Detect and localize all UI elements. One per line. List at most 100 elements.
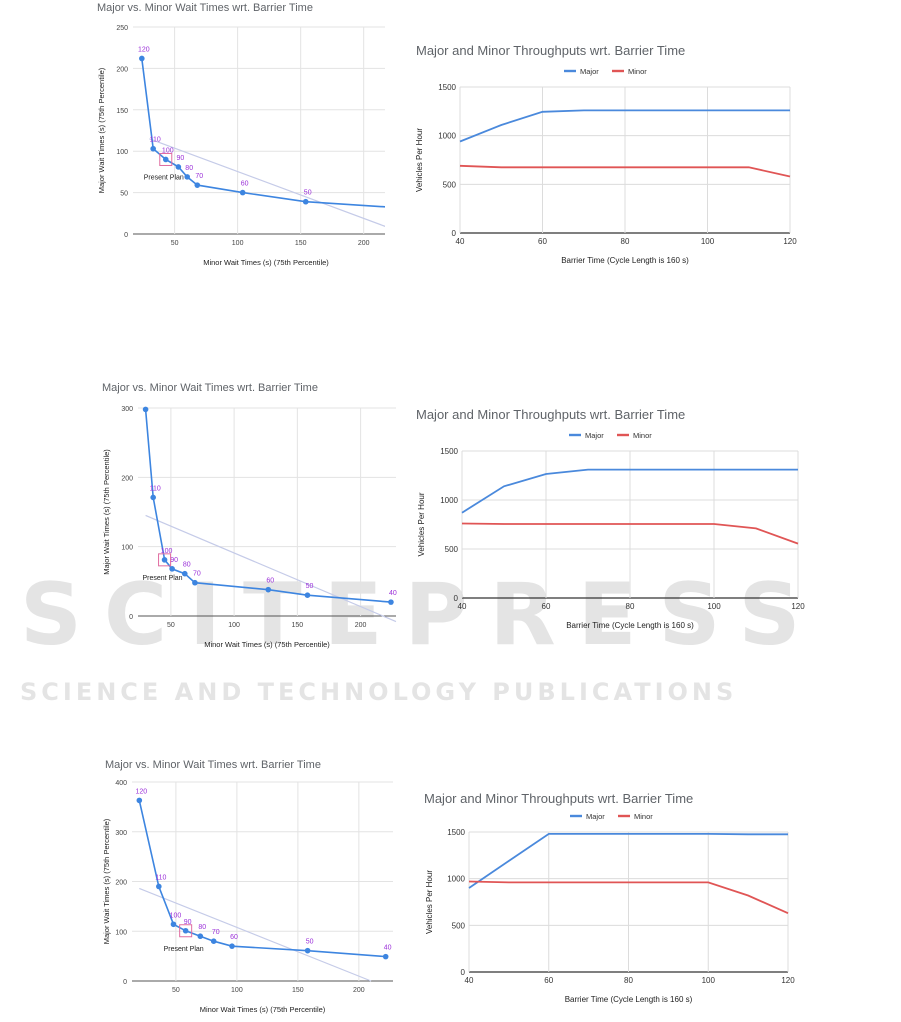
y-tick-label: 200 [121, 475, 133, 482]
chart-title: Major vs. Minor Wait Times wrt. Barrier … [97, 2, 313, 14]
series-line-major [468, 833, 788, 889]
data-label: 110 [155, 874, 166, 881]
y-tick-label: 50 [120, 191, 128, 198]
data-label: 70 [193, 571, 201, 578]
y-tick-label: 250 [116, 25, 128, 32]
present-plan-marker [158, 553, 172, 567]
trendline [145, 514, 397, 623]
x-tick-label: 200 [355, 622, 367, 629]
x-tick-label: 100 [702, 976, 716, 985]
line-chart-2: Major and Minor Throughputs wrt. Barrier… [412, 404, 812, 644]
y-tick-label: 0 [124, 232, 128, 239]
chart-title: Major vs. Minor Wait Times wrt. Barrier … [105, 759, 321, 771]
y-axis-title: Vehicles Per Hour [417, 492, 426, 556]
x-tick-label: 120 [781, 976, 795, 985]
x-axis-title: Barrier Time (Cycle Length is 160 s) [565, 995, 693, 1004]
data-point [194, 182, 201, 188]
data-label: 40 [384, 945, 392, 952]
data-point [388, 599, 394, 605]
y-tick-label: 1500 [447, 828, 465, 837]
series-line-major [459, 109, 790, 143]
chart-title: Major and Minor Throughputs wrt. Barrier… [424, 791, 694, 806]
x-tick-label: 60 [538, 237, 547, 246]
series-line-major [461, 468, 798, 514]
data-label: 90 [170, 557, 178, 564]
y-axis-title: Major Wait Times (s) (75th Percentile) [102, 449, 111, 575]
y-axis-title: Vehicles Per Hour [415, 128, 424, 192]
data-label: 60 [241, 181, 249, 188]
y-tick-label: 0 [452, 229, 457, 238]
data-point [150, 145, 156, 152]
y-tick-label: 1000 [438, 132, 456, 141]
chart-title: Major and Minor Throughputs wrt. Barrier… [416, 407, 686, 422]
data-point [170, 921, 177, 928]
y-tick-label: 500 [452, 921, 466, 930]
x-tick-label: 150 [292, 987, 304, 994]
x-tick-label: 200 [353, 987, 365, 994]
watermark-main: SCITEPRESS [20, 565, 823, 665]
trendline [139, 887, 372, 982]
chart-title: Major and Minor Throughputs wrt. Barrier… [416, 43, 686, 58]
data-point [181, 570, 188, 577]
chart-title: Major vs. Minor Wait Times wrt. Barrier … [102, 382, 318, 394]
data-label: 120 [135, 788, 147, 795]
legend-label: Major [586, 812, 605, 821]
y-tick-label: 100 [121, 545, 133, 552]
series-line-minor [468, 880, 789, 915]
x-tick-label: 50 [171, 240, 179, 247]
x-axis-title: Barrier Time (Cycle Length is 160 s) [561, 256, 689, 265]
x-tick-label: 50 [172, 987, 180, 994]
data-point [302, 198, 309, 205]
data-label: 80 [185, 165, 193, 172]
y-tick-label: 0 [454, 594, 459, 603]
line-chart-3: Major and Minor Throughputs wrt. Barrier… [420, 788, 800, 1017]
data-point [161, 557, 168, 563]
data-label: 70 [212, 929, 220, 936]
y-tick-label: 0 [129, 614, 133, 621]
legend-label: Minor [628, 67, 647, 76]
data-label: 80 [183, 562, 191, 569]
x-tick-label: 100 [231, 987, 243, 994]
data-point [175, 164, 182, 170]
data-label: 40 [389, 590, 397, 597]
trendline [149, 138, 400, 233]
line-plot-1: 0 500 1000 1500 40 60 80 100 120 Major Minor Barrie… [415, 67, 797, 265]
x-axis-title: Barrier Time (Cycle Length is 160 s) [566, 621, 694, 630]
x-tick-label: 120 [783, 237, 797, 246]
data-label: 50 [306, 939, 314, 946]
y-tick-label: 1500 [440, 447, 458, 456]
x-tick-label: 100 [228, 622, 240, 629]
data-point [184, 174, 191, 180]
data-label: 80 [198, 924, 206, 931]
data-label: 60 [266, 578, 274, 585]
data-point [156, 883, 162, 890]
x-axis-title: Minor Wait Times (s) (75th Percentile) [203, 258, 329, 267]
data-point [239, 189, 246, 196]
data-point [192, 579, 198, 586]
series-line-minor [461, 522, 799, 545]
y-tick-label: 400 [115, 780, 127, 787]
data-label: 60 [230, 934, 238, 941]
legend-label: Major [585, 431, 604, 440]
y-tick-label: 300 [115, 830, 127, 837]
legend-label: Minor [633, 431, 652, 440]
y-tick-label: 500 [443, 180, 457, 189]
y-axis-title: Major Wait Times (s) (75th Percentile) [103, 818, 111, 944]
data-point [182, 927, 189, 934]
series-line-minor [459, 164, 791, 178]
y-axis-title: Vehicles Per Hour [425, 870, 434, 934]
y-tick-label: 150 [116, 108, 128, 115]
y-axis-title: Major Wait Times (s) (75th Percentile) [97, 67, 106, 193]
data-point [382, 953, 389, 960]
x-tick-label: 150 [292, 622, 304, 629]
data-point [210, 938, 217, 944]
data-label: 100 [170, 912, 182, 919]
x-tick-label: 120 [791, 602, 805, 611]
data-label: 90 [184, 919, 192, 926]
data-label: 70 [195, 173, 203, 180]
x-tick-label: 80 [624, 976, 633, 985]
data-point [229, 943, 235, 949]
data-point [139, 55, 145, 62]
y-tick-label: 1000 [447, 875, 465, 884]
